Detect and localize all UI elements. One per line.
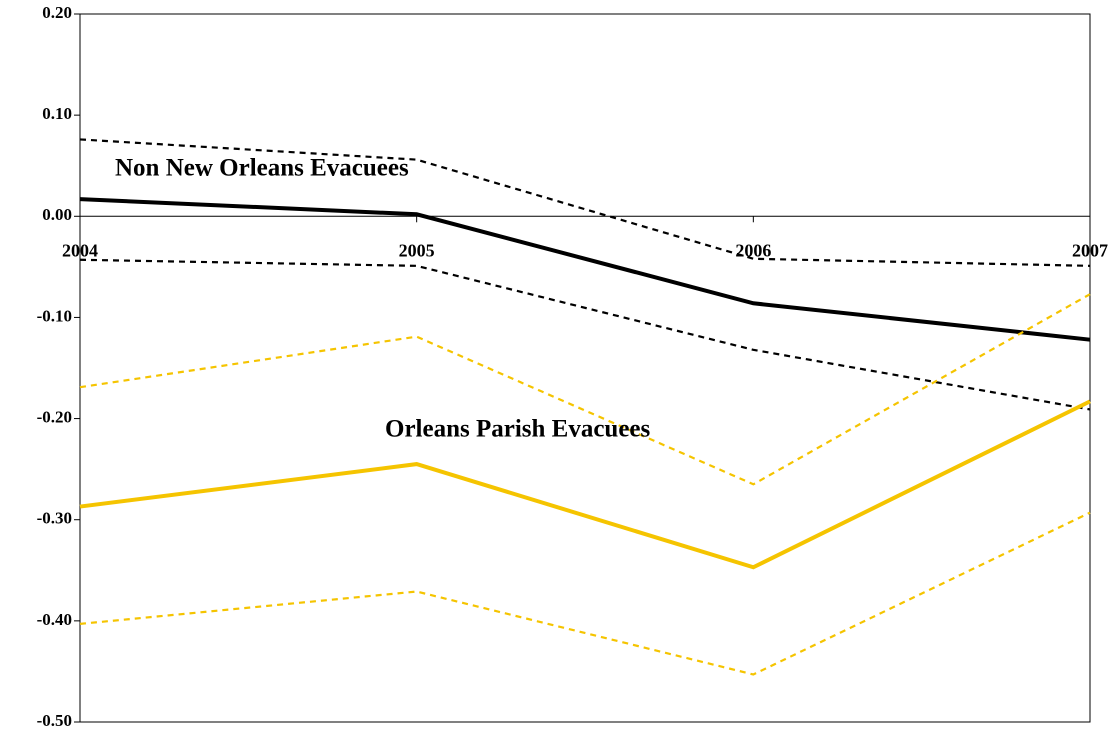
annotation: Orleans Parish Evacuees xyxy=(385,416,651,443)
x-tick-label: 2006 xyxy=(735,240,771,260)
x-tick-label: 2005 xyxy=(399,240,435,260)
y-tick-label: -0.10 xyxy=(37,306,72,325)
series-line xyxy=(79,138,1091,267)
y-tick-label: -0.40 xyxy=(37,610,72,629)
y-tick-label: 0.00 xyxy=(42,205,72,224)
plot-frame xyxy=(79,13,1091,723)
annotation: Non New Orleans Evacuees xyxy=(115,155,409,182)
series-line xyxy=(79,293,1091,486)
series-line xyxy=(79,399,1091,570)
y-tick-label: 0.20 xyxy=(42,3,72,22)
series-line xyxy=(79,511,1091,676)
y-tick-label: -0.20 xyxy=(37,407,72,426)
series-line xyxy=(79,197,1091,342)
x-tick-label: 2007 xyxy=(1072,240,1108,260)
x-tick-label: 2004 xyxy=(62,240,98,260)
y-tick-label: 0.10 xyxy=(42,104,72,123)
series-line xyxy=(79,258,1091,411)
y-tick-label: -0.30 xyxy=(37,509,72,528)
y-tick-label: -0.50 xyxy=(37,711,72,730)
